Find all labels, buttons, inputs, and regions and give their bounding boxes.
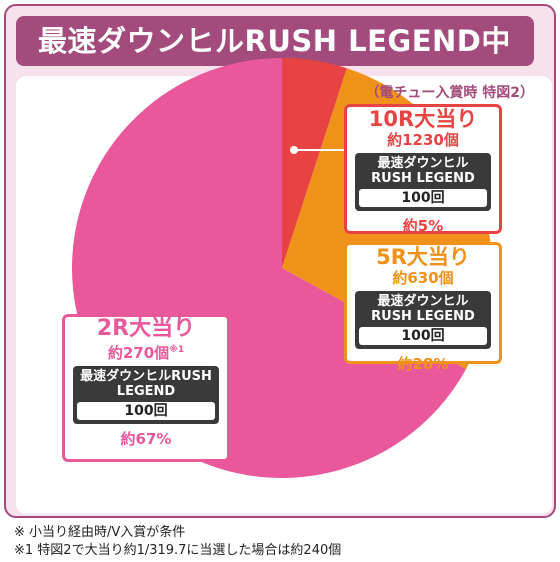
footnote: ※1 特図2で大当り約1/319.7に当選した場合は約240個 xyxy=(14,543,342,558)
segment-head: 5R大当り xyxy=(376,245,470,269)
subnote: （電チュー入賞時 特図2） xyxy=(365,85,534,101)
leader-dot xyxy=(290,146,298,154)
mode-label: 最速ダウンヒルRUSH LEGEND 100回 xyxy=(355,291,491,349)
mode-count: 100回 xyxy=(359,189,487,207)
legend-box-2r: 2R大当り 約270個※1 最速ダウンヒルRUSH LEGEND 100回 約6… xyxy=(62,314,230,462)
segment-payout: 約630個 xyxy=(392,269,454,287)
mode-name: 最速ダウンヒルRUSH LEGEND xyxy=(371,294,475,324)
mode-count: 100回 xyxy=(77,402,215,420)
payout-value: 約270個 xyxy=(107,344,170,362)
footnote-mark: ※1 xyxy=(169,345,185,355)
mode-count: 100回 xyxy=(359,327,487,345)
mode-name: 最速ダウンヒルRUSH LEGEND xyxy=(80,369,212,399)
segment-percent: 約5% xyxy=(402,217,444,235)
segment-percent: 約28% xyxy=(397,355,449,373)
mode-name: 最速ダウンヒルRUSH LEGEND xyxy=(371,156,475,186)
legend-box-10r: 10R大当り 約1230個 最速ダウンヒルRUSH LEGEND 100回 約5… xyxy=(344,104,502,235)
mode-label: 最速ダウンヒルRUSH LEGEND 100回 xyxy=(73,366,219,424)
mode-label: 最速ダウンヒルRUSH LEGEND 100回 xyxy=(355,153,491,211)
legend-box-5r: 5R大当り 約630個 最速ダウンヒルRUSH LEGEND 100回 約28% xyxy=(344,242,502,373)
pie-slice-10r xyxy=(282,58,347,268)
footnote: ※ 小当り経由時/V入賞が条件 xyxy=(14,525,186,540)
segment-head: 10R大当り xyxy=(368,107,478,131)
segment-head: 2R大当り xyxy=(96,316,196,341)
segment-payout: 約270個※1 xyxy=(65,341,227,362)
segment-payout: 約1230個 xyxy=(387,131,459,149)
segment-percent: 約67% xyxy=(120,430,172,448)
page-title: 最速ダウンヒルRUSH LEGEND中 xyxy=(16,16,534,66)
